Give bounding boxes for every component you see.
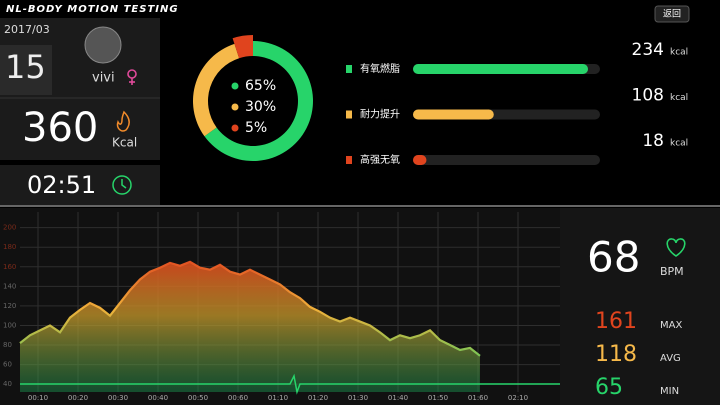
stat-label: MIN <box>660 386 679 397</box>
x-tick-label: 01:60 <box>468 394 488 402</box>
bar-track <box>413 155 600 165</box>
y-tick-label: 80 <box>3 341 12 349</box>
female-icon <box>127 69 137 85</box>
y-tick-label: 100 <box>3 321 16 329</box>
duration: 02:51 <box>27 171 96 199</box>
date: 2017/03 <box>4 23 50 36</box>
heart-panel <box>560 208 720 405</box>
x-tick-label: 00:20 <box>68 394 88 402</box>
y-tick-label: 180 <box>3 243 16 251</box>
x-tick-label: 02:10 <box>508 394 528 402</box>
stat-value: 65 <box>595 375 623 400</box>
back-button[interactable] <box>654 5 690 23</box>
flame-icon <box>116 110 130 132</box>
y-tick-label: 200 <box>3 224 16 232</box>
clock-icon <box>112 175 132 195</box>
heart-rate-line <box>19 260 481 357</box>
time-panel <box>0 165 160 205</box>
legend-dot <box>231 103 239 111</box>
y-tick-label: 120 <box>3 302 16 310</box>
bar-value: 18 <box>642 131 664 151</box>
bar-label: 耐力提升 <box>360 108 400 121</box>
slice-label: 30% <box>245 99 276 115</box>
bar-label: 有氧燃脂 <box>360 62 400 75</box>
x-tick-label: 00:30 <box>108 394 128 402</box>
legend-square <box>346 65 352 73</box>
legend-dot <box>231 124 239 132</box>
donut-slice <box>192 43 240 137</box>
x-tick-label: 01:30 <box>348 394 368 402</box>
avatar[interactable] <box>84 26 122 64</box>
legend-square <box>346 110 352 119</box>
y-tick-label: 40 <box>3 380 12 388</box>
x-tick-label: 00:40 <box>148 394 168 402</box>
donut-slice <box>232 35 253 59</box>
y-tick-label: 140 <box>3 282 16 290</box>
stat-label: MAX <box>660 320 682 331</box>
heart-rate-area <box>20 261 480 392</box>
x-tick-label: 00:50 <box>188 394 208 402</box>
calories-value: 360 <box>22 105 98 151</box>
heart-unit: BPM <box>660 265 684 278</box>
bar <box>413 64 589 74</box>
bar-unit: kcal <box>670 48 688 58</box>
slice-label: 65% <box>245 78 276 94</box>
stat-value: 161 <box>595 309 637 334</box>
slice-label: 5% <box>245 120 267 136</box>
bar-unit: kcal <box>670 139 688 149</box>
calories-unit: Kcal <box>112 136 137 150</box>
bar-value: 108 <box>632 86 664 106</box>
day-box <box>0 45 52 95</box>
bar <box>413 155 427 165</box>
x-tick-label: 00:60 <box>228 394 248 402</box>
legend-dot <box>231 82 239 90</box>
pulse-trace <box>20 373 560 395</box>
x-tick-label: 01:10 <box>268 394 288 402</box>
x-tick-label: 01:50 <box>428 394 448 402</box>
bar-unit: kcal <box>670 93 688 103</box>
day: 15 <box>5 48 46 86</box>
bar <box>413 109 494 120</box>
x-tick-label: 01:20 <box>308 394 328 402</box>
y-tick-label: 160 <box>3 263 16 271</box>
stat-value: 118 <box>595 342 637 367</box>
bar-label: 高强无氧 <box>360 153 400 166</box>
x-tick-label: 01:40 <box>388 394 408 402</box>
back-label[interactable]: 返回 <box>663 8 681 20</box>
stat-label: AVG <box>660 353 681 364</box>
bar-value: 234 <box>632 40 664 60</box>
heart-icon <box>666 238 686 257</box>
user-name: vivi <box>92 71 115 86</box>
y-tick-label: 60 <box>3 361 12 369</box>
heart-rate: 68 <box>587 233 640 282</box>
x-tick-label: 00:10 <box>28 394 48 402</box>
legend-square <box>346 156 352 164</box>
app-title: NL-BODY MOTION TESTING <box>6 4 179 15</box>
